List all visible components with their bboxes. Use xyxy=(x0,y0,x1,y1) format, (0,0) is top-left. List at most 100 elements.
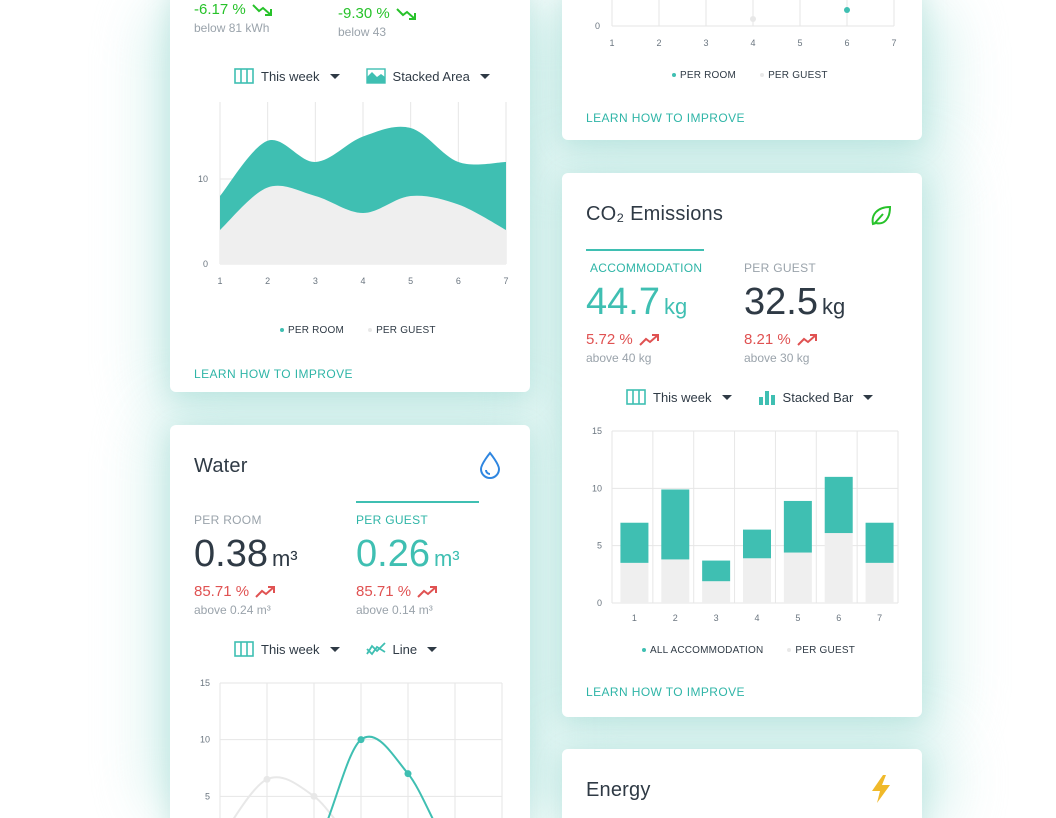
y-tick-label: 0 xyxy=(597,598,602,608)
metric-sub: above 0.24 m³ xyxy=(194,603,271,617)
x-tick-label: 1 xyxy=(632,613,637,623)
calendar-columns-icon xyxy=(626,389,646,405)
metric-label: PER GUEST xyxy=(744,261,817,275)
metric-value: 44.7 kg xyxy=(586,281,688,323)
chevron-down-icon xyxy=(479,73,490,79)
metric-per-room[interactable]: PER ROOM 0.38 m³ 85.71 % above 0.24 m³ xyxy=(194,513,324,617)
period-dropdown[interactable]: This week xyxy=(626,389,732,405)
chart-type-dropdown[interactable]: Line xyxy=(365,641,438,657)
chart-type-dropdown[interactable]: Stacked Bar xyxy=(758,389,874,405)
x-tick-label: 3 xyxy=(714,613,719,623)
data-point-per-guest xyxy=(310,792,318,800)
metric-label: ACCOMMODATION xyxy=(590,261,703,275)
metric-per-room: -6.17 % below 81 kWh xyxy=(194,0,324,35)
chart-type-label: Stacked Area xyxy=(392,68,470,84)
x-tick-label: 6 xyxy=(844,38,849,48)
data-point-per-room xyxy=(404,770,412,778)
trend-up-icon xyxy=(638,334,659,346)
lightning-bolt-icon xyxy=(872,775,890,803)
bar-per-guest xyxy=(783,552,812,603)
chart-type-label: Line xyxy=(392,641,418,657)
trend-down-icon xyxy=(395,8,416,20)
bar-all-accommodation xyxy=(783,500,812,553)
metric-label: PER GUEST xyxy=(356,513,429,527)
period-label: This week xyxy=(653,389,712,405)
chart-controls: This week Line xyxy=(234,641,438,657)
y-tick-label: 5 xyxy=(597,541,602,551)
chart-type-label: Stacked Bar xyxy=(782,389,854,405)
calendar-columns-icon xyxy=(234,68,254,84)
y-tick-label: 15 xyxy=(592,426,602,436)
card-title: Energy xyxy=(586,779,651,801)
x-tick-label: 1 xyxy=(217,276,222,286)
chevron-down-icon xyxy=(863,394,874,400)
x-tick-label: 6 xyxy=(456,276,461,286)
metric-value: 32.5 kg xyxy=(744,281,846,323)
x-tick-label: 5 xyxy=(408,276,413,286)
metric-sub: above 30 kg xyxy=(744,351,810,365)
learn-how-to-improve-link[interactable]: LEARN HOW TO IMPROVE xyxy=(586,111,745,125)
calendar-columns-icon xyxy=(234,641,254,657)
metric-sub: above 0.14 m³ xyxy=(356,603,433,617)
chart-legend: PER ROOM PER GUEST xyxy=(280,325,436,336)
line-chart: 5 10 15 xyxy=(200,678,503,818)
learn-how-to-improve-link[interactable]: LEARN HOW TO IMPROVE xyxy=(586,685,745,699)
leaf-icon xyxy=(871,205,892,226)
metric-per-guest[interactable]: PER GUEST 0.26 m³ 85.71 % above 0.14 m³ xyxy=(356,501,486,617)
period-dropdown[interactable]: This week xyxy=(234,68,340,84)
water-card: Water PER ROOM 0.38 m³ 85.71 % above 0.24… xyxy=(170,425,530,818)
x-tick-label: 3 xyxy=(703,38,708,48)
bar-per-guest xyxy=(865,562,894,603)
trend-up-icon xyxy=(417,586,438,598)
chart-type-dropdown[interactable]: Stacked Area xyxy=(365,68,490,84)
x-tick-label: 4 xyxy=(754,613,759,623)
metric-sub: above 40 kg xyxy=(586,351,652,365)
metric-per-guest[interactable]: PER GUEST 32.5 kg 8.21 % above 30 kg xyxy=(744,261,874,365)
chart-controls: This week Stacked Area xyxy=(234,68,490,84)
x-tick-label: 4 xyxy=(750,38,755,48)
x-tick-label: 6 xyxy=(836,613,841,623)
chevron-down-icon xyxy=(427,646,438,652)
area-per-guest xyxy=(220,185,506,264)
line-chart-icon xyxy=(365,642,386,656)
chart-legend: PER ROOM PER GUEST xyxy=(672,70,828,81)
data-point-per-room xyxy=(844,7,850,13)
bar-all-accommodation xyxy=(620,522,649,563)
metric-value: 0.38 m³ xyxy=(194,533,298,575)
metric-value: 0.26 m³ xyxy=(356,533,460,575)
metric-sub: below 43 xyxy=(338,25,387,39)
y-tick-label: 10 xyxy=(198,174,208,184)
x-tick-label: 5 xyxy=(797,38,802,48)
metric-change: -9.30 % xyxy=(338,4,468,24)
legend-item: PER ROOM xyxy=(280,325,344,336)
legend-item: PER GUEST xyxy=(787,645,855,656)
metric-per-guest: -9.30 % below 43 xyxy=(338,4,468,39)
legend-item: ALL ACCOMMODATION xyxy=(642,645,763,656)
learn-how-to-improve-link[interactable]: LEARN HOW TO IMPROVE xyxy=(194,367,353,381)
bar-per-guest xyxy=(824,533,853,603)
bar-chart-icon xyxy=(758,391,775,405)
chart-legend: ALL ACCOMMODATION PER GUEST xyxy=(642,645,855,656)
metric-change: 5.72 % xyxy=(586,330,716,350)
legend-item: PER GUEST xyxy=(368,325,436,336)
x-tick-label: 2 xyxy=(656,38,661,48)
trend-up-icon xyxy=(796,334,817,346)
x-tick-label: 1 xyxy=(609,38,614,48)
x-tick-label: 3 xyxy=(313,276,318,286)
water-drop-icon xyxy=(479,451,501,479)
x-tick-label: 7 xyxy=(891,38,896,48)
metric-change: 8.21 % xyxy=(744,330,874,350)
card-title: CO₂ Emissions xyxy=(586,203,724,225)
chevron-down-icon xyxy=(329,646,340,652)
trend-down-icon xyxy=(251,4,272,16)
bar-all-accommodation xyxy=(743,529,771,559)
y-tick-label: 15 xyxy=(200,678,210,688)
period-label: This week xyxy=(261,641,320,657)
period-dropdown[interactable]: This week xyxy=(234,641,340,657)
metric-change: 85.71 % xyxy=(356,582,486,602)
metric-label: PER ROOM xyxy=(194,513,262,527)
x-tick-label: 4 xyxy=(360,276,365,286)
active-indicator xyxy=(356,501,479,503)
metric-accommodation[interactable]: ACCOMMODATION 44.7 kg 5.72 % above 40 kg xyxy=(586,249,716,365)
